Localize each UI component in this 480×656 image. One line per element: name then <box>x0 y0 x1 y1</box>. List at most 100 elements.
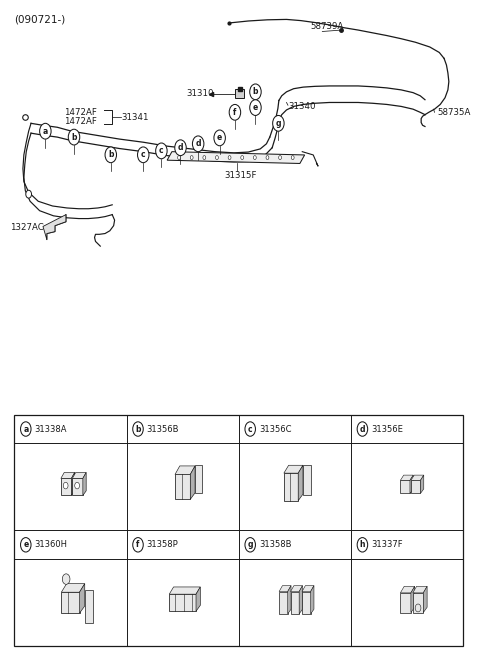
Bar <box>303 465 311 495</box>
Text: 31310: 31310 <box>186 89 214 98</box>
Text: 58735A: 58735A <box>438 108 471 117</box>
Circle shape <box>63 482 68 489</box>
Text: 31360H: 31360H <box>35 541 67 549</box>
Text: b: b <box>71 133 77 142</box>
Bar <box>413 593 423 613</box>
Bar <box>61 478 72 495</box>
Bar <box>400 593 411 613</box>
Polygon shape <box>299 586 302 614</box>
Text: h: h <box>360 541 365 549</box>
Circle shape <box>357 538 368 552</box>
Text: 31358P: 31358P <box>146 541 179 549</box>
Circle shape <box>203 155 206 159</box>
Circle shape <box>68 129 80 145</box>
Polygon shape <box>61 472 75 478</box>
Circle shape <box>75 482 80 489</box>
Circle shape <box>40 123 51 139</box>
Circle shape <box>105 147 117 163</box>
Bar <box>411 480 420 493</box>
Polygon shape <box>302 586 314 592</box>
Bar <box>169 594 196 611</box>
Polygon shape <box>80 584 85 613</box>
Polygon shape <box>72 472 86 478</box>
Text: 1472AF: 1472AF <box>64 117 97 126</box>
Circle shape <box>156 143 167 159</box>
Text: e: e <box>23 541 28 549</box>
Circle shape <box>245 422 255 436</box>
Text: f: f <box>136 541 140 549</box>
Polygon shape <box>72 472 75 495</box>
Text: 31358B: 31358B <box>259 541 291 549</box>
Circle shape <box>133 422 143 436</box>
Circle shape <box>228 155 231 159</box>
Text: b: b <box>135 424 141 434</box>
Polygon shape <box>311 586 314 614</box>
Text: 1472AF: 1472AF <box>64 108 97 117</box>
Circle shape <box>241 155 244 159</box>
Text: f: f <box>233 108 237 117</box>
Bar <box>85 590 93 623</box>
Text: 31340: 31340 <box>289 102 316 111</box>
Circle shape <box>291 155 294 159</box>
Bar <box>290 592 299 614</box>
Circle shape <box>266 155 269 159</box>
Circle shape <box>216 155 218 159</box>
Circle shape <box>245 538 255 552</box>
Polygon shape <box>288 586 291 614</box>
Bar <box>61 592 80 613</box>
Polygon shape <box>423 586 427 613</box>
Polygon shape <box>400 475 413 480</box>
Text: 58739A: 58739A <box>311 22 344 31</box>
Circle shape <box>357 422 368 436</box>
Circle shape <box>229 104 240 120</box>
Polygon shape <box>83 472 86 495</box>
Circle shape <box>175 140 186 155</box>
Polygon shape <box>400 586 415 593</box>
Circle shape <box>253 155 256 159</box>
Text: 31356B: 31356B <box>146 424 179 434</box>
Circle shape <box>133 538 143 552</box>
Circle shape <box>178 155 180 159</box>
Circle shape <box>21 422 31 436</box>
Text: d: d <box>195 139 201 148</box>
Circle shape <box>138 147 149 163</box>
Circle shape <box>214 130 226 146</box>
Polygon shape <box>169 587 200 594</box>
Text: 31356E: 31356E <box>371 424 403 434</box>
Polygon shape <box>290 586 302 592</box>
Bar <box>235 89 244 98</box>
Polygon shape <box>298 465 303 501</box>
Circle shape <box>26 190 32 198</box>
Text: a: a <box>43 127 48 136</box>
Polygon shape <box>410 475 413 493</box>
Polygon shape <box>43 215 66 239</box>
Bar <box>284 473 298 501</box>
Text: 31338A: 31338A <box>35 424 67 434</box>
Text: g: g <box>248 541 253 549</box>
Text: d: d <box>178 143 183 152</box>
Bar <box>400 480 410 493</box>
Text: (090721-): (090721-) <box>14 14 66 24</box>
Text: e: e <box>217 133 222 142</box>
Circle shape <box>279 155 281 159</box>
Polygon shape <box>196 587 200 611</box>
Text: 1327AC: 1327AC <box>10 223 43 232</box>
Text: 31315F: 31315F <box>225 171 257 180</box>
Polygon shape <box>61 584 85 592</box>
Bar <box>14 415 463 646</box>
Text: a: a <box>23 424 28 434</box>
Polygon shape <box>175 466 195 474</box>
Text: c: c <box>141 150 145 159</box>
Text: c: c <box>159 146 164 155</box>
Text: b: b <box>252 87 258 96</box>
Circle shape <box>21 538 31 552</box>
Text: d: d <box>360 424 365 434</box>
Polygon shape <box>167 152 305 163</box>
Bar <box>195 464 202 493</box>
Polygon shape <box>420 475 424 493</box>
Text: e: e <box>253 103 258 112</box>
Bar <box>175 474 190 499</box>
Bar <box>72 478 83 495</box>
Text: c: c <box>248 424 252 434</box>
Text: 31356C: 31356C <box>259 424 291 434</box>
